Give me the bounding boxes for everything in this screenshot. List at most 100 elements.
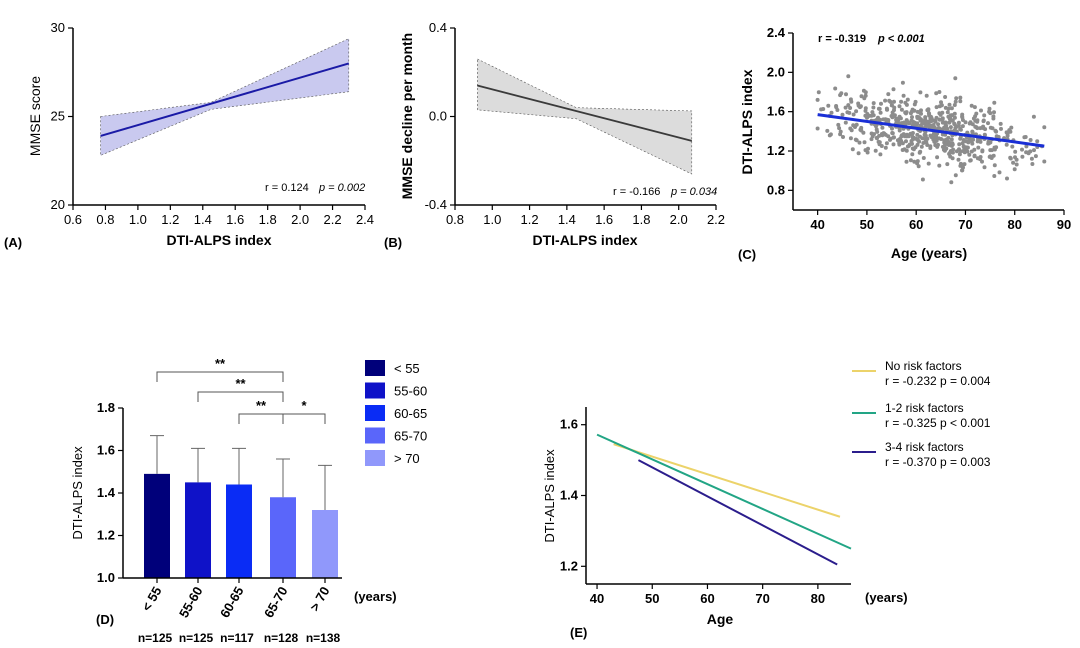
scatter-point [843,105,848,110]
scatter-point [1024,150,1029,155]
scatter-point [967,121,972,126]
x-axis-label-c: Age (years) [891,245,967,261]
x-axis-a-tick-label: 0.6 [64,212,82,227]
y-axis-a-tick-label: 20 [51,197,65,212]
scatter-point [866,146,870,151]
scatter-point [877,140,882,145]
scatter-point [969,149,974,154]
scatter-point [857,140,862,145]
scatter-point [953,99,958,104]
scatter-point [937,163,942,168]
category-label: > 70 [307,584,333,614]
scatter-point [878,152,883,157]
scatter-point [975,156,980,161]
scatter-point [910,115,914,120]
legend-swatch [365,382,385,399]
scatter-point [950,113,955,118]
y-axis-d-tick-label: 1.0 [97,570,115,585]
legend-swatch [365,360,385,376]
scatter-point [889,114,894,118]
scatter-point [1028,138,1033,142]
scatter-point [950,141,955,146]
y-axis-c-tick-label: 1.2 [767,143,785,158]
significance-bracket [282,413,326,424]
scatter-point [837,126,842,131]
panel-a: 0.6 0.8 1.0 1.2 1.4 1.6 1.8 2.0 2.2 2.4 20 25 30 DT… [4,20,374,250]
legend-stat: r = -0.325 p < 0.001 [885,416,991,430]
y-axis-c-tick-label: 2.4 [767,25,786,40]
x-axis-a-tick-label: 1.8 [259,212,277,227]
scatter-point [885,117,890,122]
scatter-point [848,136,853,141]
scatter-point [952,103,957,107]
panel-label-e: (E) [570,625,587,640]
scatter-point [992,100,997,105]
panel-label-c: (C) [738,247,756,262]
scatter-point [925,123,930,128]
scatter-point [889,103,894,108]
scatter-point [910,131,915,135]
scatter-point [850,147,855,152]
scatter-point [998,121,1003,126]
scatter-point [937,117,942,122]
stat-p-a: p = 0.002 [318,182,365,194]
scatter-point [826,103,831,108]
scatter-point [900,80,905,85]
scatter-point [980,159,984,164]
scatter-point [828,132,833,137]
significance-bracket [156,371,284,382]
scatter-point [836,122,841,127]
scatter-point [982,165,987,170]
scatter-point [931,131,936,136]
significance-label: ** [256,398,267,413]
scatter-point [854,122,859,127]
scatter-point [915,116,920,120]
scatter-point [879,132,884,136]
legend-label: 55-60 [394,384,427,399]
scatter-point [982,113,987,118]
category-label: 65-70 [261,584,291,620]
x-axis-e-tick-label: 80 [811,591,825,606]
scatter-point [992,163,997,168]
scatter-point [934,105,939,110]
scatter-point [935,155,940,160]
scatter-point [854,109,859,114]
scatter-point [899,134,904,139]
scatter-point [861,130,866,135]
y-axis-d-tick-label: 1.4 [97,485,116,500]
count-label: n=128 [264,631,299,645]
scatter-point [949,106,954,111]
y-axis-label-a: MMSE score [27,76,43,156]
legend-label: < 55 [394,361,420,376]
scatter-point [846,74,851,79]
scatter-point [886,134,891,139]
x-unit-e: (years) [865,590,908,605]
scatter-point [900,141,905,146]
scatter-point [967,137,972,142]
scatter-point [1012,167,1017,172]
x-axis-label-b: DTI-ALPS index [532,232,637,248]
scatter-point [926,108,931,113]
y-axis-c-tick-label: 1.6 [767,104,785,119]
scatter-point [870,110,875,115]
scatter-point [958,127,963,132]
scatter-point [862,140,867,145]
scatter-point [870,134,875,139]
legend-swatch [365,427,385,444]
scatter-point [849,128,854,133]
scatter-point [963,139,968,144]
scatter-point [988,125,993,130]
stat-r-a: r = 0.124 [265,182,309,194]
x-axis-b-tick-label: 1.2 [521,212,539,227]
scatter-point [1014,162,1019,167]
category-label: 60-65 [217,584,247,620]
stat-p-c: p < 0.001 [877,33,925,45]
scatter-point [904,159,909,164]
y-axis-label-c: DTI-ALPS index [739,69,755,174]
scatter-point [873,148,878,153]
scatter-point [891,87,896,92]
scatter-point [957,142,962,147]
scatter-point [902,147,907,152]
y-axis-b-tick-label: 0.0 [429,109,447,124]
count-label: n=138 [306,631,341,645]
